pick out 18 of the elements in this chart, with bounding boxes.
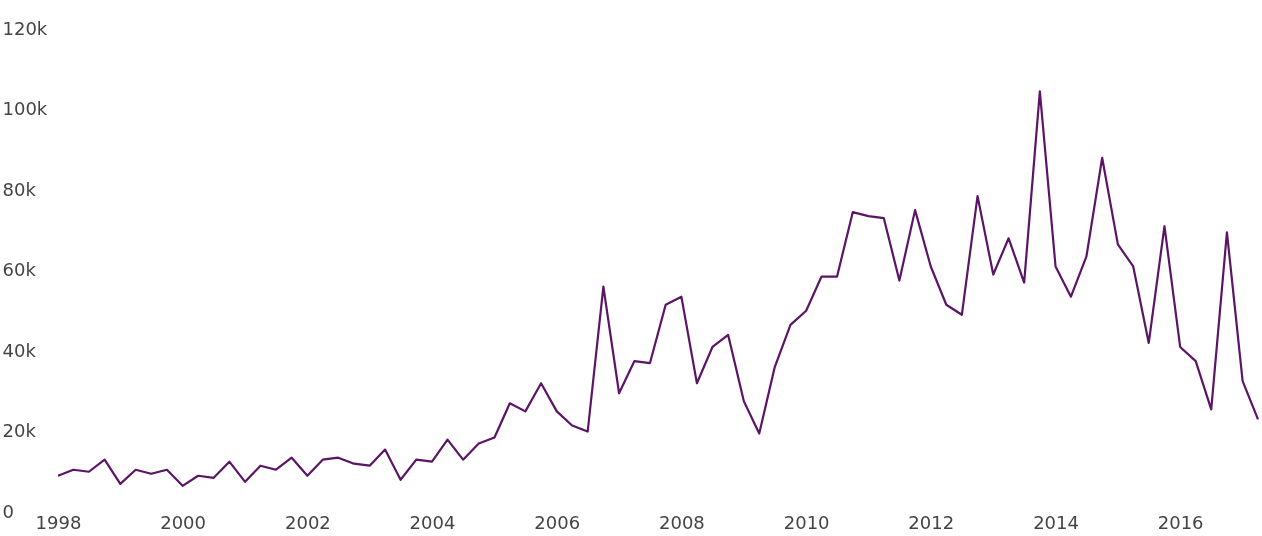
x-tick-label: 2014 xyxy=(1033,511,1079,533)
y-tick-label: 80k xyxy=(2,178,37,200)
x-tick-label: 1998 xyxy=(35,511,82,533)
x-tick-label: 2006 xyxy=(534,511,581,533)
x-tick-label: 2004 xyxy=(409,511,456,533)
line-series xyxy=(56,90,1260,487)
y-tick-label: 60k xyxy=(2,259,37,280)
y-tick-label: 0 xyxy=(2,500,14,522)
x-tick-label: 2008 xyxy=(658,511,705,533)
x-tick-label: 2012 xyxy=(908,511,955,533)
x-tick-label: 2016 xyxy=(1157,511,1204,533)
y-tick-label: 20k xyxy=(2,420,37,441)
x-tick-label: 2000 xyxy=(160,511,207,533)
y-tick-label: 40k xyxy=(2,339,37,361)
y-tick-label: 100k xyxy=(2,98,48,119)
x-tick-label: 2002 xyxy=(284,511,331,533)
y-tick-label: 120k xyxy=(2,17,48,39)
x-tick-label: 2010 xyxy=(783,511,830,533)
